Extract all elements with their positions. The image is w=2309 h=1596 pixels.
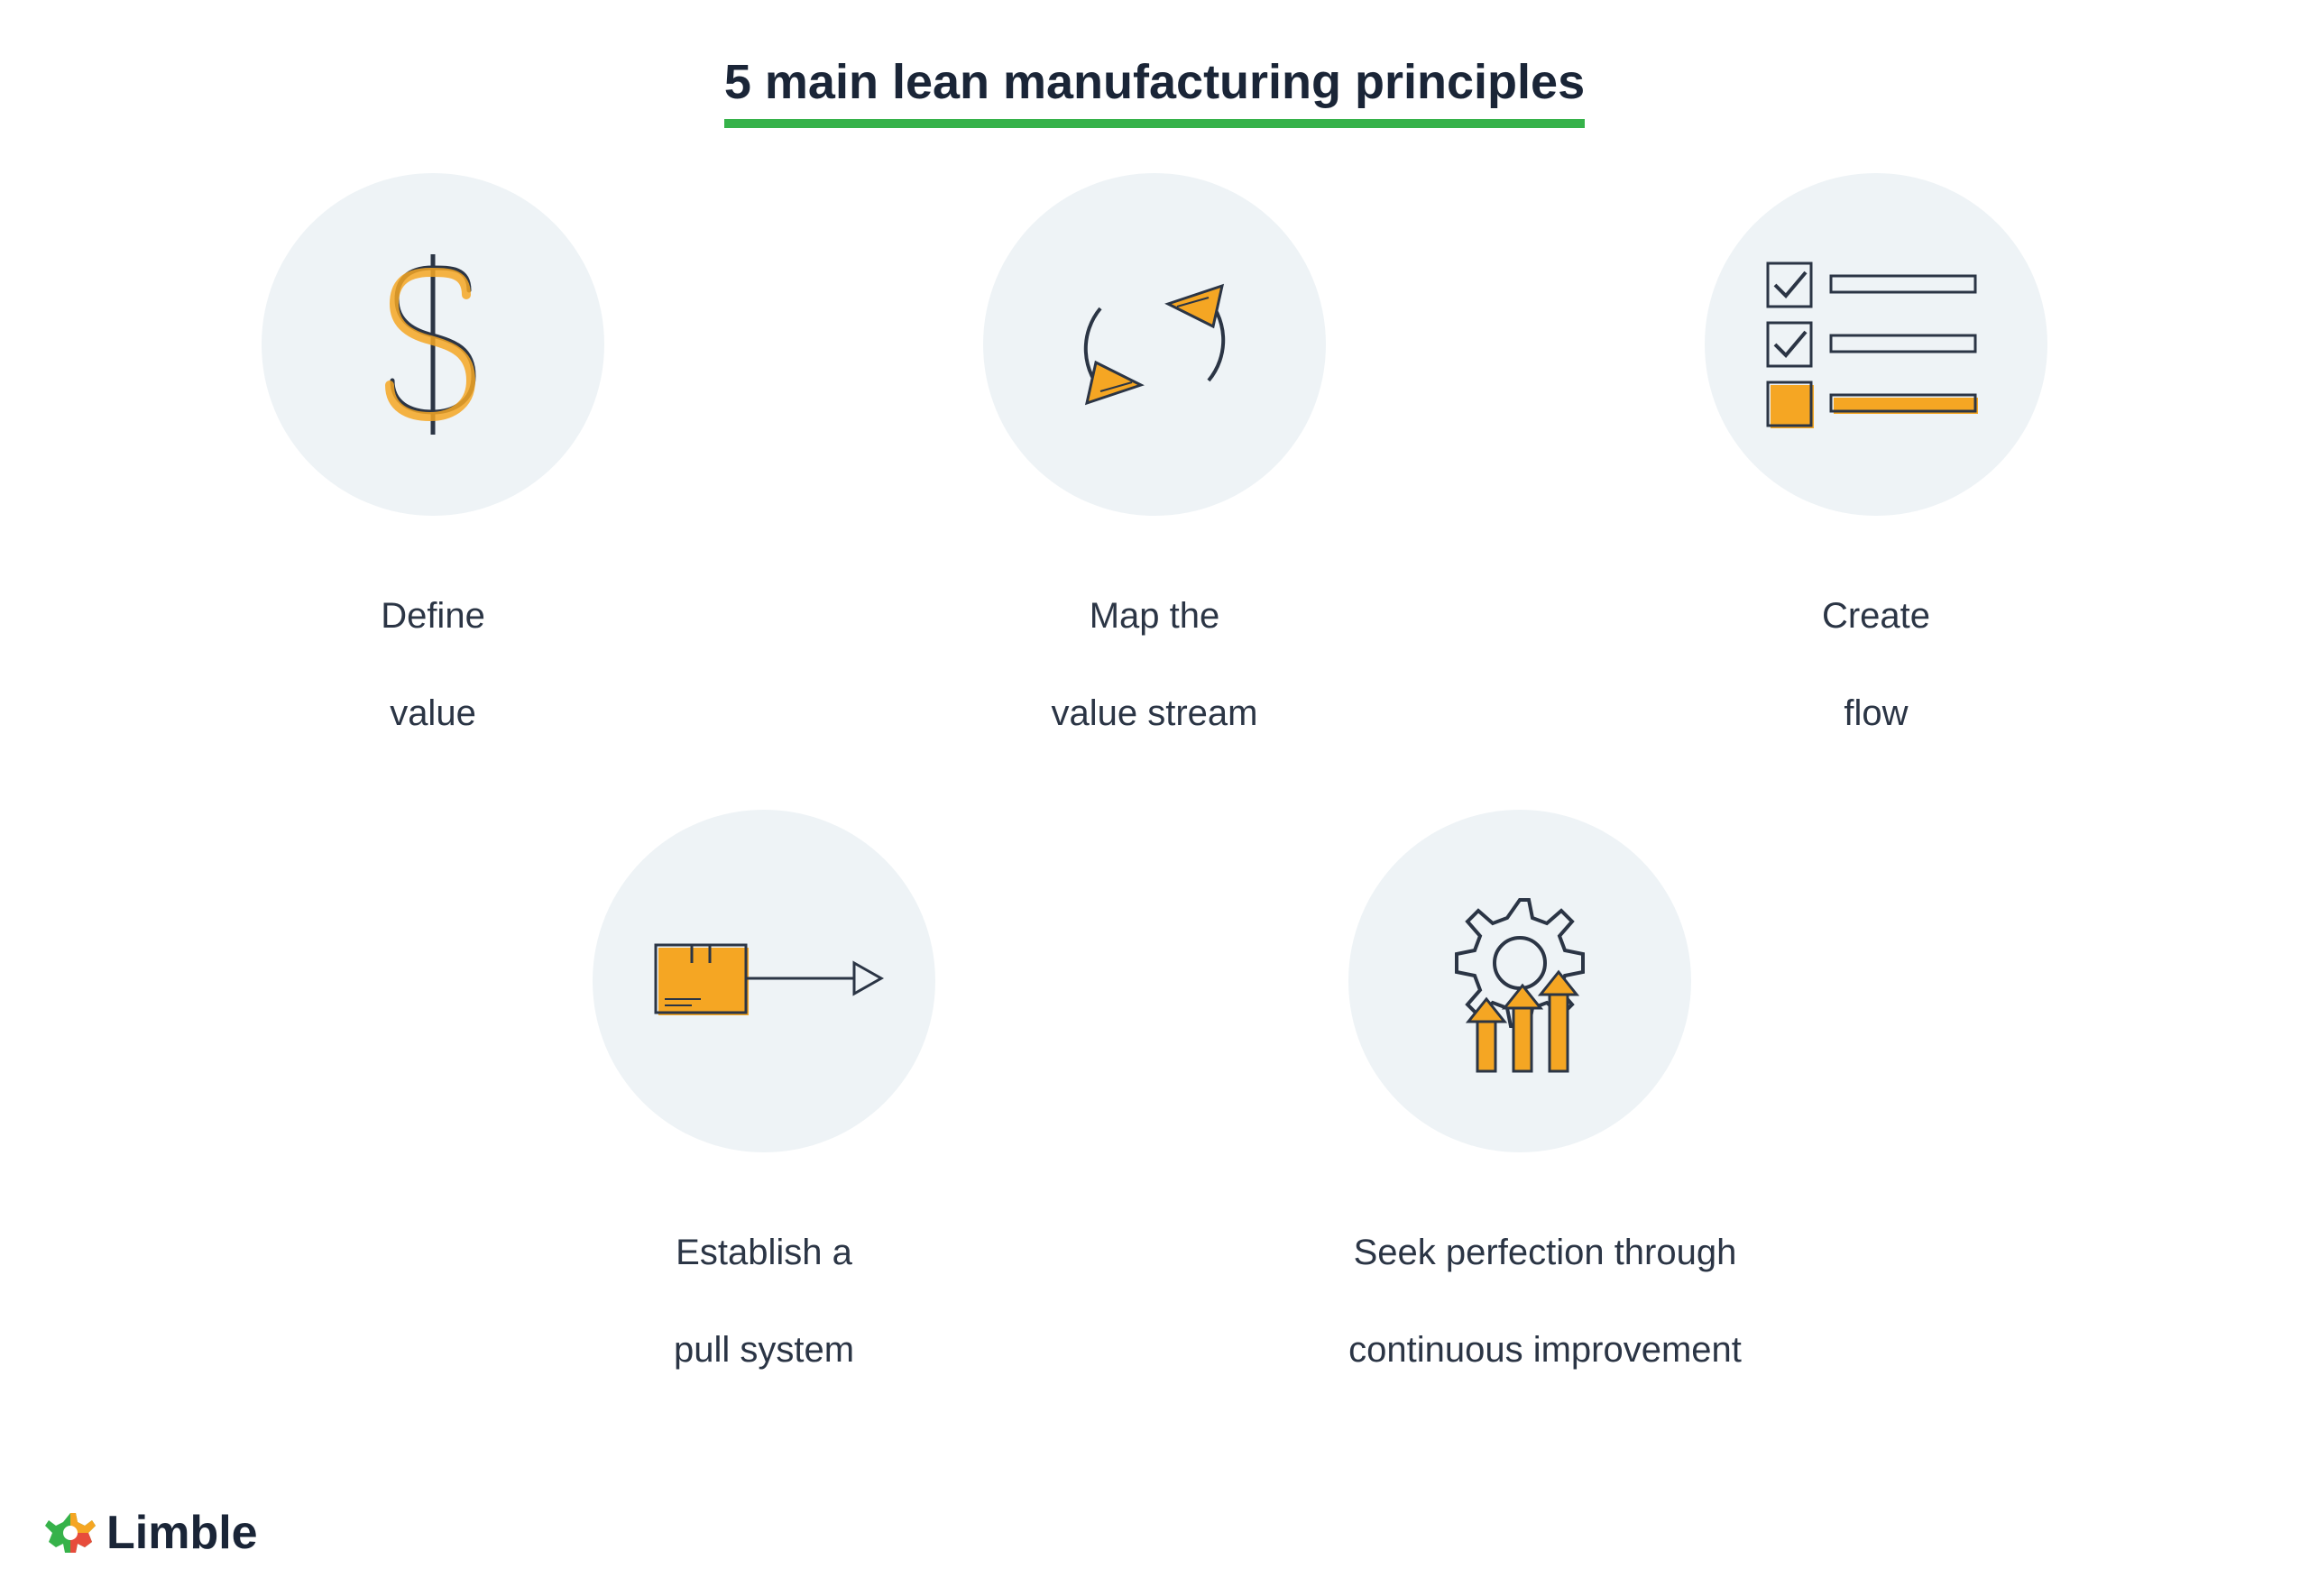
principle-label: Create flow: [1705, 543, 2047, 738]
gear-arrows-icon: [1412, 873, 1628, 1089]
checklist-icon: [1759, 254, 1993, 435]
principle-label: Define value: [262, 543, 604, 738]
principles-row-2: Establish a pull system: [409, 810, 1900, 1374]
icon-circle: [1705, 173, 2047, 516]
principle-create-flow: Create flow: [1705, 173, 2047, 738]
principle-pull-system: Establish a pull system: [593, 810, 935, 1374]
label-line-1: Seek perfection through: [1354, 1233, 1737, 1272]
icon-circle: [262, 173, 604, 516]
principle-label: Seek perfection through continuous impro…: [1348, 1179, 1742, 1374]
label-line-2: pull system: [674, 1330, 854, 1370]
label-line-1: Map the: [1090, 596, 1220, 636]
page-title: 5 main lean manufacturing principles: [724, 54, 1585, 128]
principle-map-value-stream: Map the value stream: [983, 173, 1326, 738]
box-arrow-icon: [638, 913, 890, 1049]
icon-circle: [593, 810, 935, 1152]
icon-circle: [1348, 810, 1691, 1152]
dollar-sign-icon: [365, 245, 501, 444]
cycle-arrows-icon: [1055, 254, 1254, 435]
principle-label: Establish a pull system: [593, 1179, 935, 1374]
label-line-2: value stream: [1052, 693, 1258, 733]
label-line-2: continuous improvement: [1348, 1330, 1742, 1370]
principles-row-1: Define value Map the value stream: [90, 173, 2219, 738]
principle-label: Map the value stream: [983, 543, 1326, 738]
brand-logo: Limble: [45, 1506, 258, 1560]
label-line-1: Establish a: [676, 1233, 852, 1272]
principle-continuous-improvement: Seek perfection through continuous impro…: [1348, 810, 1742, 1374]
label-line-2: flow: [1844, 693, 1908, 733]
label-line-1: Define: [381, 596, 485, 636]
label-line-2: value: [390, 693, 476, 733]
icon-circle: [983, 173, 1326, 516]
brand-name: Limble: [106, 1506, 258, 1560]
title-container: 5 main lean manufacturing principles: [90, 54, 2219, 128]
label-line-1: Create: [1822, 596, 1930, 636]
principle-define-value: Define value: [262, 173, 604, 738]
limble-gear-icon: [45, 1508, 96, 1558]
